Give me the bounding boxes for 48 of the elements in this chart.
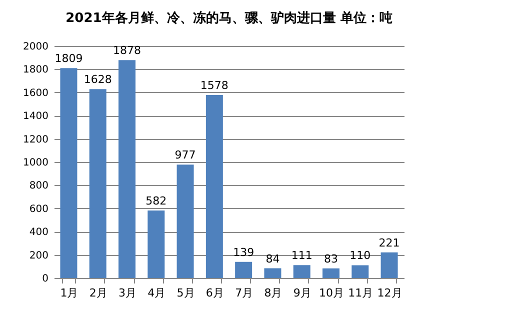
y-tick-label: 1200	[23, 134, 48, 146]
bar	[322, 268, 340, 278]
x-tick-label: 8月	[264, 286, 282, 300]
data-label: 582	[146, 194, 167, 208]
bar	[380, 252, 398, 278]
x-tick-label: 3月	[118, 286, 136, 300]
y-tick-label: 1000	[23, 158, 48, 168]
x-tick-label: 1月	[60, 286, 78, 300]
data-label: 83	[324, 252, 338, 266]
data-label: 84	[266, 252, 280, 266]
y-tick-label: 1600	[23, 88, 48, 99]
x-tick-label: 6月	[206, 286, 224, 300]
data-label: 110	[350, 249, 371, 262]
bar	[60, 68, 78, 278]
x-tick-label: 4月	[148, 286, 166, 300]
data-label: 221	[378, 236, 400, 250]
y-tick-label: 600	[29, 204, 48, 215]
bar	[264, 268, 282, 278]
x-tick-label: 2月	[89, 286, 108, 300]
data-label: 139	[233, 246, 254, 259]
y-tick-label: 2000	[23, 42, 48, 52]
y-tick-label: 0	[42, 274, 48, 284]
data-label: 1628	[84, 73, 112, 86]
y-tick-label: 400	[29, 227, 48, 238]
x-tick-label: 5月	[176, 286, 195, 300]
x-tick-label: 9月	[293, 286, 312, 300]
data-label: 111	[291, 249, 312, 262]
x-tick-label: 11月	[348, 286, 374, 300]
y-tick-label: 800	[29, 180, 48, 192]
y-tick-label: 1800	[23, 64, 48, 76]
bar	[89, 89, 106, 278]
bar	[293, 265, 310, 278]
bar	[118, 60, 136, 278]
bar	[235, 262, 252, 278]
bar	[206, 94, 223, 278]
y-tick-label: 200	[29, 250, 48, 262]
data-label: 1809	[54, 52, 83, 66]
data-label: 977	[174, 148, 196, 162]
chart-title: 2021年各月鲜、冷、冻的马、骡、驴肉进口量 单位：吨	[66, 10, 392, 26]
bar	[176, 164, 194, 278]
x-tick-label: 7月	[235, 286, 254, 300]
data-label: 1578	[200, 78, 228, 92]
bar	[352, 265, 369, 278]
x-tick-label: 10月	[319, 286, 344, 300]
data-label: 1878	[113, 44, 141, 58]
bar	[148, 210, 165, 278]
y-tick-label: 1400	[23, 111, 48, 122]
x-tick-label: 12月	[377, 286, 402, 300]
